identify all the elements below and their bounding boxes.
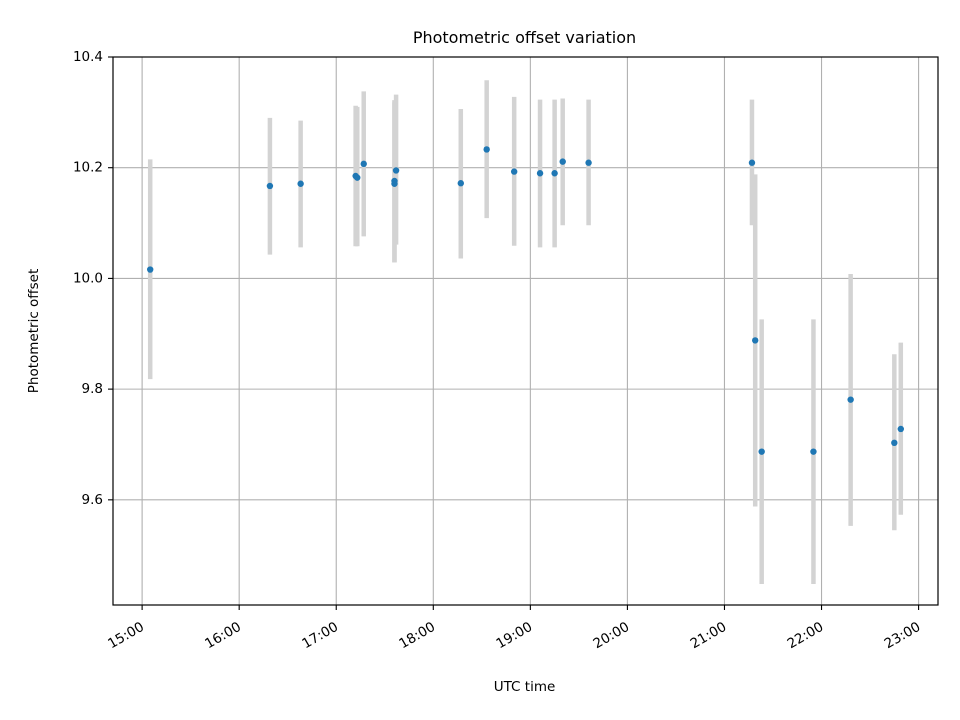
data-point [360, 160, 367, 168]
data-point [147, 266, 154, 273]
plot-frame [112, 56, 939, 606]
x-tick-label: 15:00 [105, 619, 147, 652]
data-point [551, 170, 558, 177]
data-point [758, 448, 765, 455]
data-point [266, 182, 274, 190]
data-point [457, 180, 464, 187]
error-bars [147, 80, 904, 584]
data-point [891, 439, 898, 447]
y-tick-label: 9.8 [82, 381, 103, 397]
x-tick-label: 23:00 [882, 619, 924, 652]
data-point [752, 337, 759, 344]
x-tick-label: 17:00 [299, 619, 341, 652]
data-point [354, 174, 361, 181]
data-point [297, 180, 304, 187]
data-point [536, 170, 544, 177]
x-tick-label: 18:00 [396, 619, 438, 652]
axis-ticks: 15:00 16:00 17:00 18:00 19:00 20:00 21:00 22:00… [73, 49, 923, 652]
chart-title: Photometric offset variation [413, 28, 636, 47]
data-points [147, 146, 904, 455]
y-tick-label: 10.0 [73, 270, 103, 286]
data-point [585, 159, 592, 166]
data-point [847, 396, 854, 403]
x-axis-label: UTC time [494, 679, 556, 695]
data-point [510, 168, 518, 175]
data-point [559, 158, 566, 165]
data-point [748, 159, 756, 166]
x-tick-label: 21:00 [688, 619, 730, 652]
data-point [897, 425, 904, 433]
data-point [810, 448, 817, 455]
y-tick-label: 9.6 [82, 492, 103, 508]
x-tick-label: 20:00 [591, 619, 633, 652]
x-tick-label: 16:00 [202, 619, 244, 652]
y-axis-label: Photometric offset [26, 269, 42, 393]
data-point [483, 146, 490, 153]
x-tick-label: 19:00 [493, 619, 535, 652]
x-tick-label: 22:00 [785, 619, 827, 652]
y-tick-label: 10.4 [73, 49, 103, 65]
y-tick-label: 10.2 [73, 160, 103, 176]
data-point [392, 167, 400, 174]
data-point [391, 180, 398, 187]
